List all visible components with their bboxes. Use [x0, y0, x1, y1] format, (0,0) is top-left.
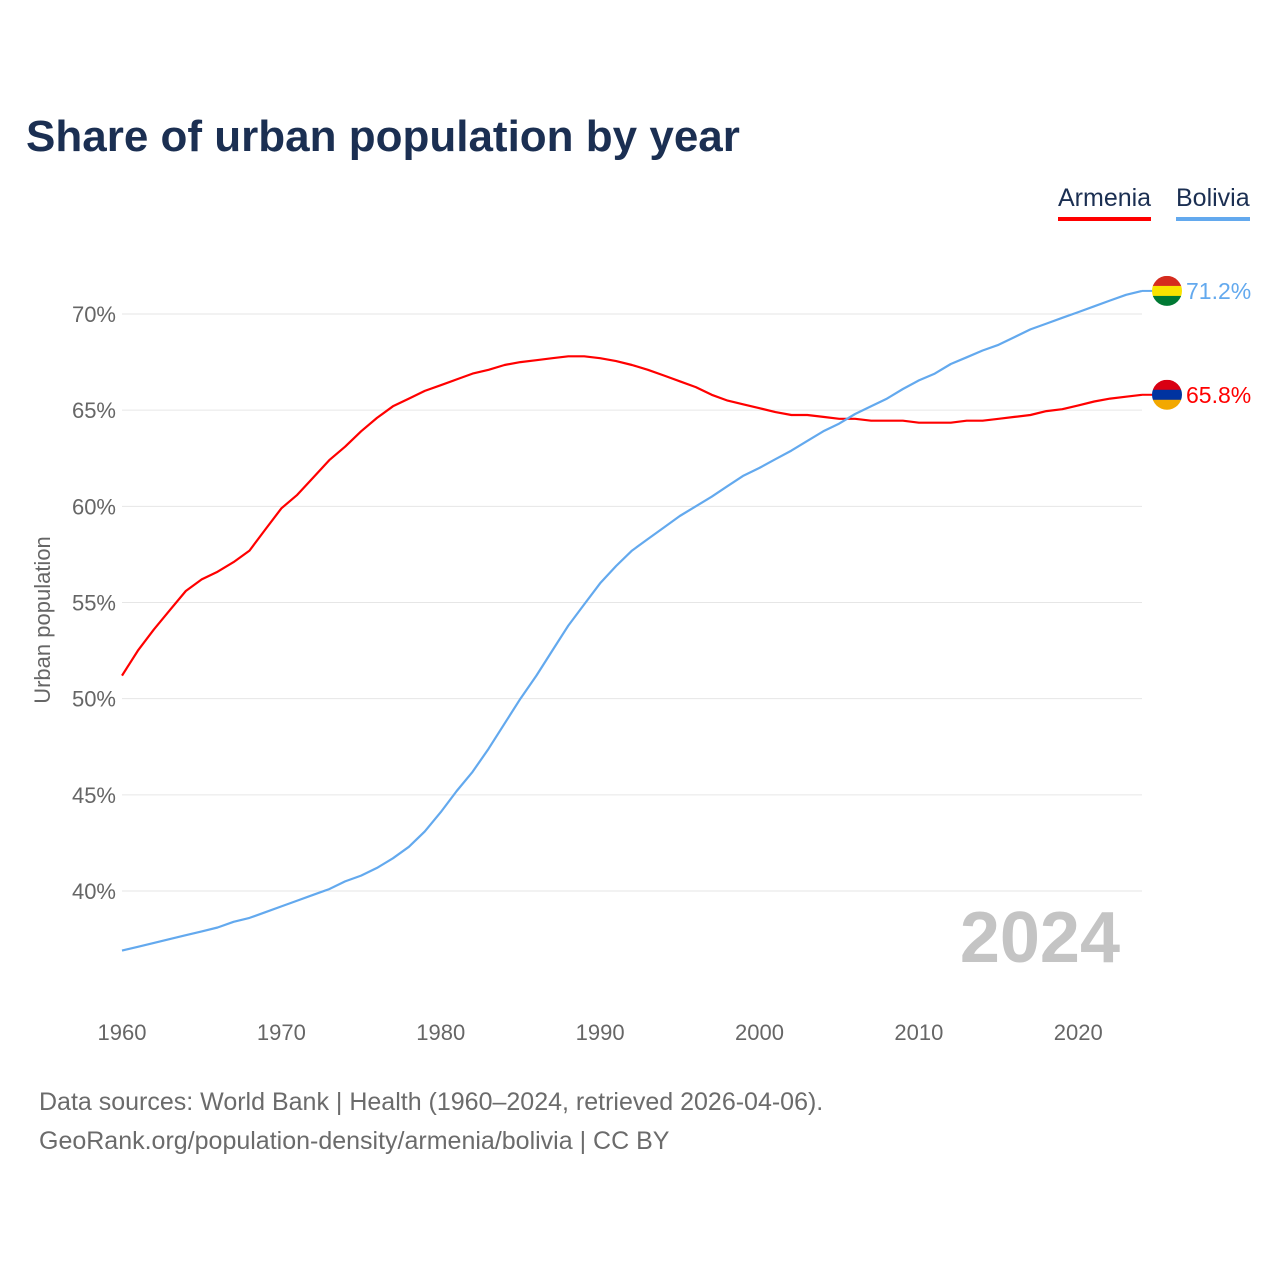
y-tick-label: 40% — [72, 879, 116, 904]
y-tick-label: 70% — [72, 302, 116, 327]
x-tick-label: 1970 — [257, 1020, 306, 1045]
x-tick-label: 2020 — [1054, 1020, 1103, 1045]
series-line-armenia — [121, 355, 1143, 677]
flag-stripe — [1152, 389, 1182, 401]
x-tick-label: 2010 — [894, 1020, 943, 1045]
y-axis-label: Urban population — [30, 536, 55, 704]
flag-icon-bolivia — [1152, 275, 1182, 306]
flag-stripe — [1152, 379, 1182, 391]
y-tick-label: 65% — [72, 398, 116, 423]
line-chart: 40% 45% 50% 55% 60% 65% 70% 1960 1970 1980 1990 200… — [30, 275, 1251, 1045]
y-tick-label: 50% — [72, 687, 116, 712]
flag-stripe — [1152, 275, 1182, 287]
attribution: GeoRank.org/population-density/armenia/b… — [39, 1127, 670, 1155]
flag-stripe — [1152, 285, 1182, 297]
y-tick-label: 60% — [72, 494, 116, 519]
legend-item-bolivia[interactable]: Bolivia — [1176, 184, 1250, 221]
flag-stripe — [1152, 399, 1182, 410]
end-value-label-bolivia: 71.2% — [1186, 278, 1251, 304]
y-tick-label: 45% — [72, 783, 116, 808]
x-tick-label: 1960 — [98, 1020, 147, 1045]
x-tick-label: 1990 — [576, 1020, 625, 1045]
year-watermark: 2024 — [960, 898, 1120, 978]
data-sources: Data sources: World Bank | Health (1960–… — [39, 1088, 824, 1116]
flag-stripe — [1152, 295, 1182, 306]
x-tick-label: 1980 — [416, 1020, 465, 1045]
chart-title: Share of urban population by year — [26, 112, 740, 161]
series-line-bolivia — [121, 289, 1143, 952]
end-value-label-armenia: 65.8% — [1186, 382, 1251, 408]
flag-icon-armenia — [1152, 379, 1182, 410]
y-tick-label: 55% — [72, 591, 116, 616]
legend-item-armenia[interactable]: Armenia — [1058, 184, 1152, 221]
x-tick-label: 2000 — [735, 1020, 784, 1045]
